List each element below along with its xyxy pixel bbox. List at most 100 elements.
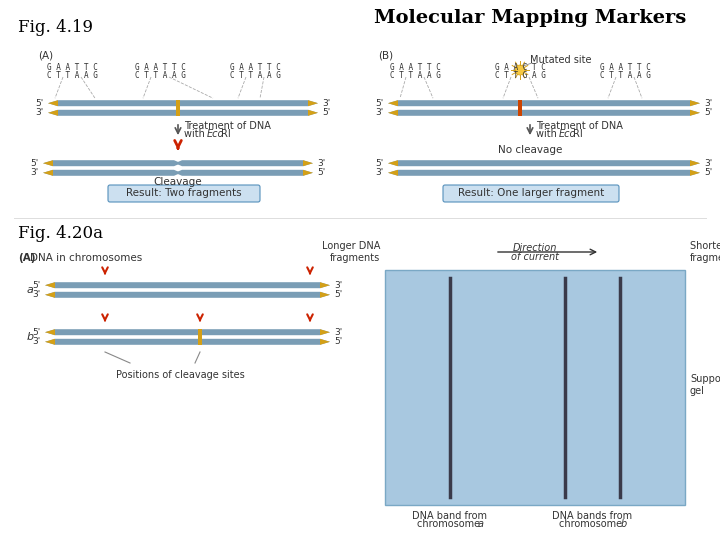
Text: 5': 5'	[704, 168, 712, 177]
Text: G A A T T C: G A A T T C	[47, 64, 97, 72]
Polygon shape	[45, 339, 330, 345]
Text: C T T A A G: C T T A A G	[135, 71, 186, 80]
Text: chromosome: chromosome	[417, 519, 483, 529]
Text: Cleavage: Cleavage	[153, 177, 202, 187]
Polygon shape	[48, 100, 58, 106]
Text: 3': 3'	[31, 168, 39, 177]
Bar	[518, 100, 522, 116]
Text: a: a	[27, 285, 33, 295]
Text: 3': 3'	[334, 281, 342, 289]
Text: b: b	[621, 519, 626, 529]
Text: 5': 5'	[322, 109, 330, 117]
Polygon shape	[175, 170, 313, 176]
Text: Direction: Direction	[513, 243, 557, 253]
Text: Fig. 4.19: Fig. 4.19	[18, 19, 93, 37]
Text: 5': 5'	[704, 109, 712, 117]
Polygon shape	[43, 170, 53, 176]
Text: G A A C T C: G A A C T C	[495, 64, 546, 72]
Text: 5': 5'	[36, 99, 44, 107]
Text: 5': 5'	[334, 291, 342, 299]
Polygon shape	[690, 160, 700, 166]
Text: DNA bands from: DNA bands from	[552, 511, 633, 521]
Text: b: b	[27, 332, 34, 342]
Text: Eco: Eco	[207, 129, 225, 139]
Polygon shape	[308, 110, 318, 116]
Text: (A): (A)	[38, 50, 53, 60]
FancyBboxPatch shape	[108, 185, 260, 202]
Text: 3': 3'	[32, 291, 41, 299]
Polygon shape	[48, 110, 58, 116]
Polygon shape	[308, 100, 318, 106]
Text: Result: One larger fragment: Result: One larger fragment	[458, 188, 604, 199]
Text: G A A T T C: G A A T T C	[600, 64, 650, 72]
Text: 5': 5'	[376, 159, 384, 168]
Text: 3': 3'	[32, 338, 41, 346]
Polygon shape	[388, 170, 398, 176]
Polygon shape	[43, 160, 181, 166]
Text: 3': 3'	[704, 159, 712, 168]
Text: 5': 5'	[317, 168, 325, 177]
Polygon shape	[388, 160, 398, 166]
Polygon shape	[45, 292, 330, 298]
Text: 3': 3'	[704, 99, 712, 107]
Text: Treatment of DNA: Treatment of DNA	[184, 121, 271, 131]
Text: Supporting
gel: Supporting gel	[690, 374, 720, 396]
Polygon shape	[48, 110, 318, 116]
Text: No cleavage: No cleavage	[498, 145, 562, 155]
Text: C T T A A G: C T T A A G	[600, 71, 650, 80]
Text: 3': 3'	[322, 99, 330, 107]
Polygon shape	[690, 170, 700, 176]
Polygon shape	[303, 160, 313, 166]
Polygon shape	[320, 292, 330, 298]
Polygon shape	[175, 160, 313, 166]
Text: G A A T T C: G A A T T C	[390, 64, 441, 72]
Polygon shape	[388, 100, 700, 106]
Polygon shape	[45, 339, 55, 345]
Text: RI: RI	[221, 129, 230, 139]
Text: G A A T T C: G A A T T C	[135, 64, 186, 72]
Text: Treatment of DNA: Treatment of DNA	[536, 121, 623, 131]
Polygon shape	[45, 329, 330, 335]
Text: Positions of cleavage sites: Positions of cleavage sites	[116, 370, 244, 380]
Polygon shape	[45, 329, 55, 335]
Text: Shorter DNA
fragments: Shorter DNA fragments	[690, 241, 720, 263]
Polygon shape	[45, 282, 330, 288]
Text: DNA band from: DNA band from	[413, 511, 487, 521]
Text: C T T A A G: C T T A A G	[230, 71, 280, 80]
Text: (B): (B)	[378, 50, 393, 60]
Polygon shape	[388, 110, 700, 116]
Text: with: with	[536, 129, 560, 139]
Text: Fig. 4.20a: Fig. 4.20a	[18, 226, 103, 242]
Text: Result: Two fragments: Result: Two fragments	[126, 188, 242, 199]
Polygon shape	[45, 282, 55, 288]
Polygon shape	[388, 110, 398, 116]
Text: of current: of current	[511, 252, 559, 262]
Polygon shape	[388, 100, 398, 106]
Text: 5': 5'	[31, 159, 39, 168]
Text: RI: RI	[573, 129, 582, 139]
Text: 5': 5'	[32, 281, 41, 289]
Polygon shape	[45, 292, 55, 298]
Bar	[198, 329, 202, 345]
FancyBboxPatch shape	[443, 185, 619, 202]
Polygon shape	[388, 160, 700, 166]
Text: 5': 5'	[334, 338, 342, 346]
Bar	[176, 100, 180, 116]
Text: 5': 5'	[376, 99, 384, 107]
Polygon shape	[303, 170, 313, 176]
Text: Eco: Eco	[559, 129, 577, 139]
Polygon shape	[48, 100, 318, 106]
Polygon shape	[43, 160, 53, 166]
Text: 3': 3'	[317, 159, 325, 168]
Text: with: with	[184, 129, 208, 139]
Circle shape	[515, 65, 525, 75]
Text: Mutated site: Mutated site	[530, 55, 592, 65]
Text: Longer DNA
fragments: Longer DNA fragments	[322, 241, 380, 263]
Polygon shape	[43, 170, 181, 176]
Text: 3': 3'	[376, 168, 384, 177]
Text: C T T G A G: C T T G A G	[495, 71, 546, 80]
Text: 5': 5'	[32, 328, 41, 337]
Text: chromosome: chromosome	[559, 519, 626, 529]
Text: 3': 3'	[334, 328, 342, 337]
Bar	[385, 270, 685, 505]
